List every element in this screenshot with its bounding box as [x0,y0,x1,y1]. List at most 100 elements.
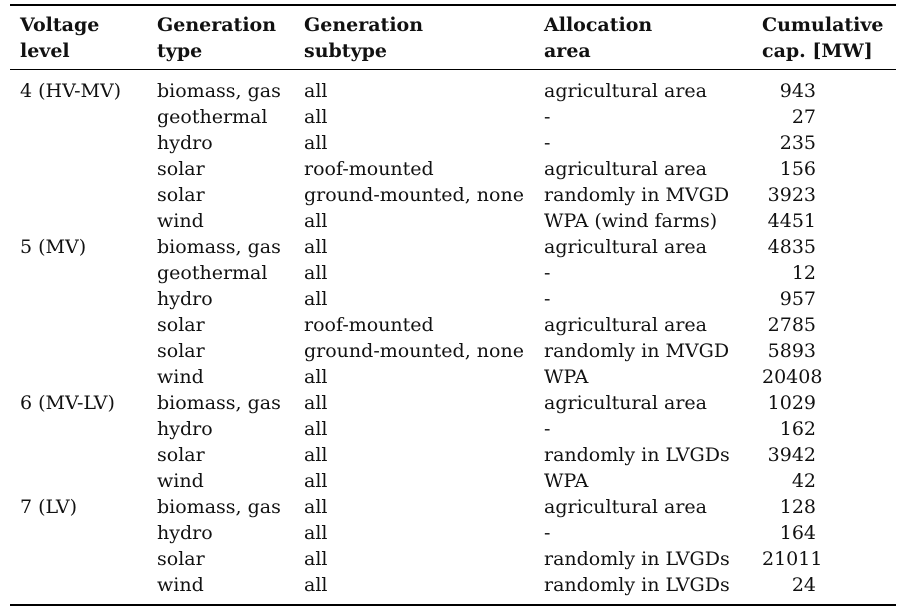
generation-subtype-cell: all [304,236,328,258]
generation-subtype-cell: all [304,444,328,466]
table-body: 4 (HV-MV) biomass, gas all agricultural are… [10,70,896,604]
generation-type-cell: solar [157,444,205,466]
generation-capacity-table: Voltage level Generation type Generation su… [10,6,896,604]
table-row: wind all WPA 20408 [10,364,896,390]
capacity-cell: 3923 [767,184,816,206]
voltage-level-cell: 4 (HV-MV) [20,80,122,102]
generation-type-cell: solar [157,340,205,362]
capacity-cell: 1029 [767,392,816,414]
generation-type-cell: biomass, gas [157,236,281,258]
table-row: wind all WPA (wind farms) 4451 [10,208,896,234]
allocation-area-cell: - [544,418,551,440]
header-rule [10,69,896,70]
voltage-level-cell: 5 (MV) [20,236,87,258]
capacity-cell: 3942 [767,444,816,466]
capacity-cell: 27 [791,106,816,128]
voltage-level-cell [10,572,157,604]
allocation-area-cell: randomly in LVGDs [544,548,730,570]
generation-subtype-cell: all [304,522,328,544]
generation-subtype-cell: all [304,262,328,284]
generation-type-cell: hydro [157,418,213,440]
allocation-area-cell: randomly in MVGD [544,184,730,206]
allocation-area-cell: agricultural area [544,314,707,336]
allocation-area-cell: randomly in LVGDs [544,574,730,596]
capacity-cell: 4835 [767,236,816,258]
generation-subtype-cell: all [304,392,328,414]
voltage-level-cell [10,182,157,208]
table-row: hydro all - 164 [10,520,896,546]
generation-subtype-cell: roof-mounted [304,158,434,180]
voltage-level-cell [10,338,157,364]
voltage-level-cell: 7 (LV) [20,496,78,518]
allocation-area-cell: - [544,262,551,284]
allocation-area-cell: randomly in LVGDs [544,444,730,466]
generation-type-cell: solar [157,158,205,180]
generation-type-cell: biomass, gas [157,80,281,102]
generation-type-cell: solar [157,314,205,336]
table-row: geothermal all - 27 [10,104,896,130]
voltage-level-cell [10,416,157,442]
generation-subtype-cell: all [304,366,328,388]
table-row: wind all randomly in LVGDs 24 [10,572,896,604]
generation-type-cell: geothermal [157,262,268,284]
table-row: 6 (MV-LV) biomass, gas all agricultural are… [10,390,896,416]
header-row: Voltage level Generation type Generation su… [10,6,896,66]
voltage-level-cell [10,442,157,468]
generation-type-cell: solar [157,548,205,570]
table-row: solar all randomly in LVGDs 21011 [10,546,896,572]
generation-type-cell: wind [157,366,204,388]
table-row: solar ground-mounted, none randomly in MVG… [10,182,896,208]
generation-type-cell: biomass, gas [157,496,281,518]
capacity-cell: 162 [779,418,816,440]
table-row: hydro all - 957 [10,286,896,312]
allocation-area-cell: WPA [544,470,589,492]
voltage-level-cell [10,260,157,286]
capacity-cell: 2785 [767,314,816,336]
generation-subtype-cell: all [304,574,328,596]
generation-subtype-cell: all [304,106,328,128]
allocation-area-cell: agricultural area [544,392,707,414]
voltage-level-cell [10,286,157,312]
allocation-area-cell: - [544,106,551,128]
voltage-level-cell: 6 (MV-LV) [20,392,115,414]
voltage-level-cell [10,208,157,234]
table-row: solar ground-mounted, none randomly in MVG… [10,338,896,364]
voltage-level-cell [10,468,157,494]
table-row: 7 (LV) biomass, gas all agricultural area 12… [10,494,896,520]
allocation-area-cell: agricultural area [544,80,707,102]
allocation-area-cell: WPA (wind farms) [544,210,718,232]
voltage-level-cell [10,104,157,130]
capacity-cell: 156 [779,158,816,180]
allocation-area-cell: agricultural area [544,236,707,258]
table-row: hydro all - 235 [10,130,896,156]
generation-type-cell: wind [157,210,204,232]
table-row: wind all WPA 42 [10,468,896,494]
generation-subtype-cell: all [304,132,328,154]
generation-subtype-cell: all [304,418,328,440]
table-row: 5 (MV) biomass, gas all agricultural area 48… [10,234,896,260]
voltage-level-cell [10,312,157,338]
top-rule [10,4,896,6]
capacity-cell: 24 [791,574,816,596]
capacity-cell: 20408 [762,366,823,388]
generation-subtype-cell: ground-mounted, none [304,340,524,362]
table-container: Voltage level Generation type Generation su… [10,4,896,606]
table-row: solar roof-mounted agricultural area 156 [10,156,896,182]
table-row: geothermal all - 12 [10,260,896,286]
voltage-level-cell [10,156,157,182]
capacity-cell: 5893 [767,340,816,362]
capacity-cell: 943 [779,80,816,102]
generation-type-cell: geothermal [157,106,268,128]
generation-subtype-cell: all [304,496,328,518]
allocation-area-cell: WPA [544,366,589,388]
capacity-cell: 128 [779,496,816,518]
header-cumulative-capacity: Cumulative cap. [MW] [762,14,884,62]
generation-type-cell: hydro [157,132,213,154]
allocation-area-cell: - [544,288,551,310]
table-row: solar roof-mounted agricultural area 2785 [10,312,896,338]
voltage-level-cell [10,546,157,572]
capacity-cell: 164 [779,522,816,544]
generation-subtype-cell: all [304,548,328,570]
header-generation-subtype: Generation subtype [304,14,424,62]
generation-subtype-cell: all [304,470,328,492]
